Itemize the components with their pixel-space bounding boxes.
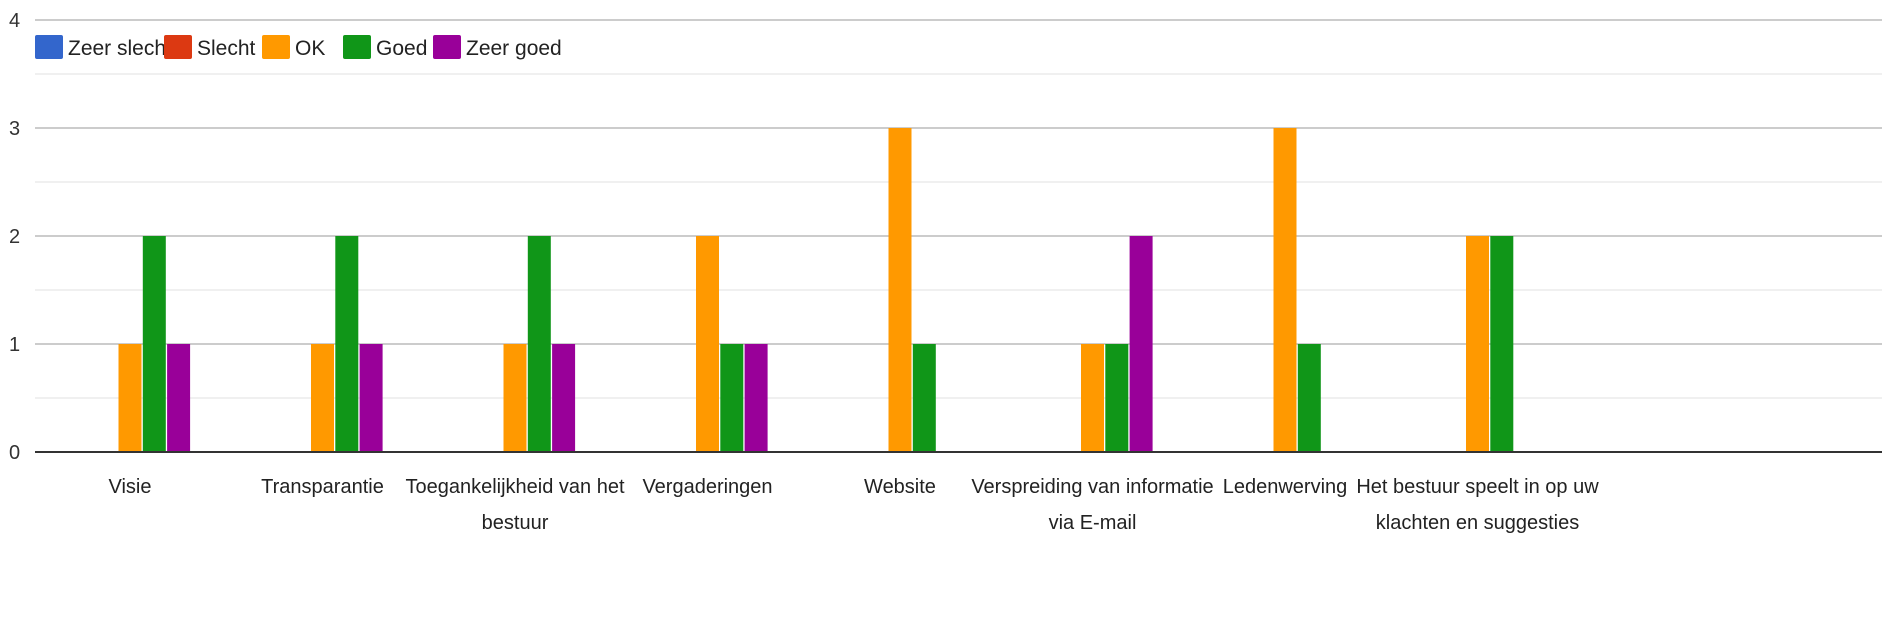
bar-goed[interactable]	[1297, 344, 1321, 452]
y-tick-label: 4	[9, 10, 20, 32]
bar-zeer-goed[interactable]	[167, 344, 191, 452]
bar-ok[interactable]	[696, 236, 719, 452]
legend-swatch	[164, 35, 192, 59]
x-category-label: Transparantie	[261, 476, 384, 498]
bar-zeer-goed[interactable]	[359, 344, 383, 452]
bar-zeer-goed[interactable]	[552, 344, 576, 452]
bar-zeer-goed[interactable]	[1129, 236, 1153, 452]
bar-zeer-goed[interactable]	[744, 344, 768, 452]
x-category-label: Toegankelijkheid van het bestuur	[405, 476, 624, 534]
legend-label: Zeer goed	[466, 37, 562, 60]
x-category-label: Website	[864, 476, 936, 498]
bar-ok[interactable]	[503, 344, 527, 452]
bar-ok[interactable]	[1273, 128, 1297, 452]
legend[interactable]: Zeer slecht Slecht OK Goed Zeer goed	[35, 35, 562, 60]
bar-ok[interactable]	[311, 344, 334, 452]
bar-goed[interactable]	[527, 236, 551, 452]
y-tick-label: 1	[9, 334, 20, 356]
x-category-label: Het bestuur speelt in op uw klachten en s…	[1356, 476, 1599, 534]
legend-item-ok[interactable]: OK	[262, 35, 325, 60]
legend-label: Zeer slecht	[68, 37, 172, 60]
legend-item-goed[interactable]: Goed	[343, 35, 427, 60]
bar-goed[interactable]	[335, 236, 359, 452]
legend-swatch	[262, 35, 290, 59]
x-category-label: Ledenwerving	[1223, 476, 1348, 498]
bar-goed[interactable]	[1490, 236, 1514, 452]
gridlines	[35, 19, 1882, 399]
legend-swatch	[343, 35, 371, 59]
bar-ok[interactable]	[888, 128, 912, 452]
legend-item-slecht[interactable]: Slecht	[164, 35, 256, 60]
bar-goed[interactable]	[720, 344, 744, 452]
bar-goed[interactable]	[912, 344, 936, 452]
x-category-label: Verspreiding van informatie via E-mail	[971, 476, 1213, 534]
legend-item-zeer-slecht[interactable]: Zeer slecht	[35, 35, 172, 60]
bars	[118, 128, 1514, 452]
x-axis-labels: Visie Transparantie Toegankelijkheid van h…	[109, 476, 1600, 534]
x-category-label: Vergaderingen	[642, 476, 772, 498]
legend-swatch	[433, 35, 461, 59]
bar-ok[interactable]	[1466, 236, 1489, 452]
bar-ok[interactable]	[118, 344, 142, 452]
legend-label: Goed	[376, 37, 427, 60]
legend-label: Slecht	[197, 37, 256, 60]
y-tick-label: 3	[9, 118, 20, 140]
legend-item-zeer-goed[interactable]: Zeer goed	[433, 35, 562, 60]
bar-goed[interactable]	[142, 236, 166, 452]
bar-goed[interactable]	[1105, 344, 1129, 452]
legend-label: OK	[295, 37, 325, 60]
y-axis-ticks: 0 1 2 3 4	[9, 10, 20, 464]
y-tick-label: 0	[9, 442, 20, 464]
bar-ok[interactable]	[1081, 344, 1104, 452]
x-category-label: Visie	[109, 476, 152, 498]
legend-swatch	[35, 35, 63, 59]
y-tick-label: 2	[9, 226, 20, 248]
